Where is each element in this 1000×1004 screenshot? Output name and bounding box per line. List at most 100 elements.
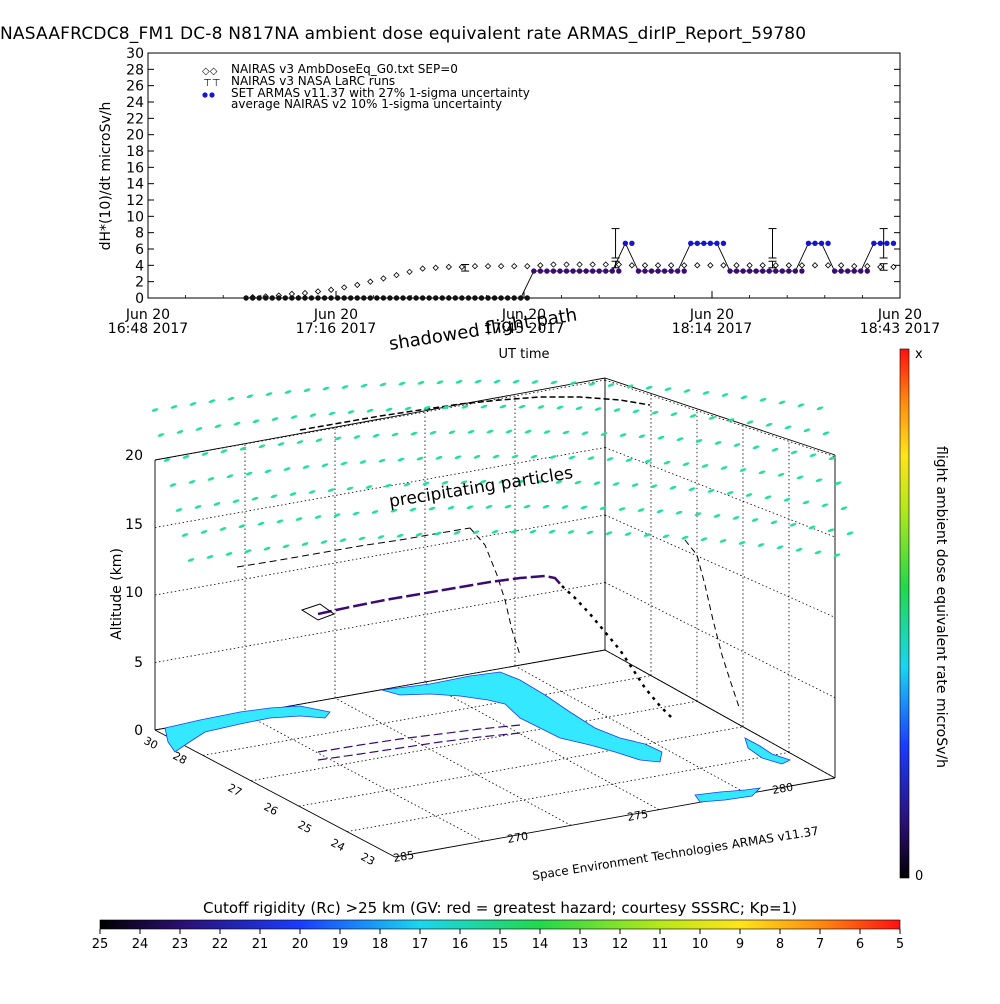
grid-alt-line-right [604,514,836,618]
ts-armas-point [544,268,550,274]
particle-marker [346,486,354,491]
particle-marker [238,524,246,529]
particle-marker [789,522,797,527]
ts-data-points [243,240,897,301]
particle-marker [417,381,425,385]
particle-marker [353,435,361,439]
particle-marker [289,492,297,496]
particle-marker [226,474,234,479]
ts-nairas-point [367,278,374,285]
florida-coastline-map [164,671,792,803]
particle-marker [625,458,633,462]
annotation-shadowed-flight-path: shadowed flight path [387,304,578,354]
shadow-path-top [299,396,651,431]
ts-nairas-point [877,263,884,271]
flight-ground-track [317,724,521,761]
ts-armas-point [831,268,838,274]
ts-armas-point [727,268,733,274]
ts-x-tick-label: Jun 20 [689,307,734,323]
particle-marker [816,406,824,411]
particle-marker [833,553,841,558]
particle-marker [632,409,640,414]
particle-marker [808,525,816,530]
ts-armas-point [622,240,629,246]
particle-marker [651,410,659,415]
grid-alt-line-right [604,582,836,699]
3d-lon-tick-label: 280 [771,781,794,797]
ts-armas-point [792,268,799,274]
particle-marker [403,482,411,487]
grid-floor-line [346,752,790,832]
particle-marker [232,499,240,504]
particle-marker [777,472,785,477]
particle-marker [738,541,746,545]
grid-alt-line-left [154,582,606,663]
dose-rate-colorbar: x 0 flight ambient dose equivalent rate … [899,347,949,884]
cr-tick-label: 20 [292,937,309,952]
cr-tick-label: 11 [652,937,669,952]
particle-marker [740,395,748,400]
shadowed-flight-path [236,396,741,711]
ts-nairas-point [772,262,779,269]
ts-armas-point [472,295,478,301]
particle-marker [244,549,252,554]
ts-armas-point [733,268,740,274]
ts-nairas-point [746,262,753,269]
particle-marker [776,545,784,550]
particle-marker [423,406,431,410]
particle-marker [460,480,468,485]
particle-marker [479,480,487,484]
particle-marker [529,529,537,534]
3d-lat-tick-label: 26 [262,800,280,818]
3d-floor-front-right [394,777,836,858]
particle-marker [455,380,463,384]
ts-nairas-point [589,261,596,268]
ts-armas-point [354,295,360,301]
3d-z-tick-label: 20 [125,448,143,464]
particle-marker [759,397,767,402]
grid-floor-line [244,713,484,842]
ts-nairas-point [720,262,727,269]
particle-marker [176,430,184,434]
ts-y-tick-label: 30 [126,46,144,62]
ts-armas-point [491,295,498,301]
particle-marker [301,542,309,546]
ts-nairas-point [851,262,858,270]
flight-path-loop [300,603,336,621]
ts-armas-point [714,240,720,246]
particle-marker [556,405,564,410]
particle-marker [436,380,444,385]
particle-marker [727,418,735,422]
ts-armas-point [249,295,256,301]
ts-x-tick-label: 18:14 2017 [672,321,752,337]
particle-marker [486,429,494,434]
ts-armas-point [570,268,576,274]
ts-armas-point [439,295,445,301]
colorbar-bottom-label: 0 [915,869,923,884]
cr-tick-label: 22 [212,937,229,952]
particle-marker [594,407,602,411]
particle-marker [784,425,792,430]
particle-marker [429,431,437,435]
particle-marker [694,512,702,517]
ts-armas-point [871,240,877,246]
3d-altitude-axis: 0 5 10 15 20 Altitude (km) [109,448,143,739]
particle-marker [536,479,544,484]
ts-armas-point [419,295,426,301]
cuba-coast [694,787,762,803]
particle-marker [341,385,349,389]
particle-marker [441,481,449,485]
cr-tick-label: 10 [692,937,709,952]
3d-altitude-label: Altitude (km) [109,548,125,640]
particle-marker [447,506,455,510]
3d-grid-lines [154,377,836,858]
ts-armas-point [504,295,511,301]
particle-marker [434,531,442,536]
ts-armas-point [321,295,328,301]
particle-marker [524,429,532,434]
particle-marker [746,420,754,425]
particle-marker [410,431,418,436]
particle-marker [681,535,689,540]
ts-armas-point [805,240,812,246]
ts-armas-point [361,295,367,301]
